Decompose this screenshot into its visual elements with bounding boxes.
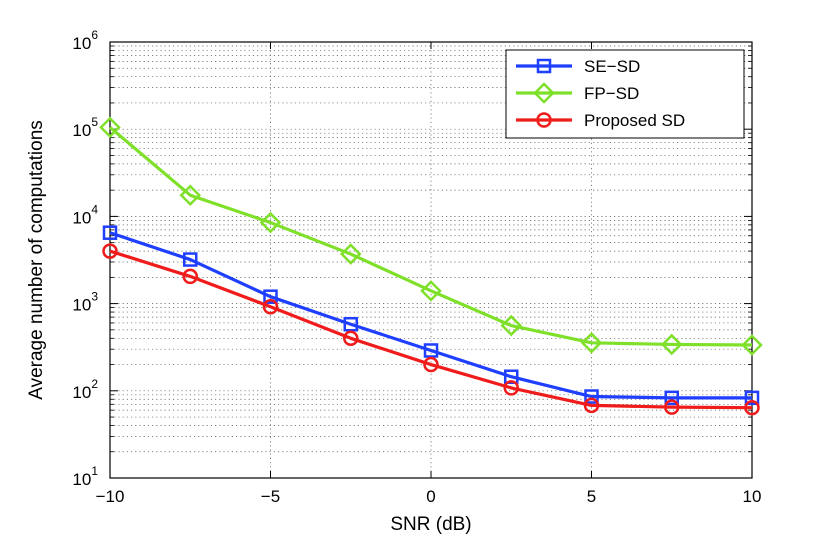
x-tick-label: 0 bbox=[426, 487, 435, 506]
data-point bbox=[179, 184, 202, 206]
data-point bbox=[664, 399, 680, 415]
data-point bbox=[500, 314, 523, 337]
data-point bbox=[262, 299, 279, 315]
y-tick-label: 104 bbox=[72, 202, 98, 227]
data-point bbox=[503, 380, 519, 396]
data-point bbox=[339, 243, 362, 265]
y-axis-label: Average number of computations bbox=[26, 120, 47, 400]
legend-item: SE−SD bbox=[516, 57, 640, 76]
legend-label: SE−SD bbox=[584, 57, 640, 76]
legend-marker bbox=[533, 82, 555, 104]
data-point bbox=[744, 390, 760, 406]
legend-label: FP−SD bbox=[584, 84, 639, 103]
y-tick-label: 102 bbox=[72, 377, 98, 402]
data-point bbox=[183, 252, 198, 267]
data-point bbox=[660, 333, 683, 356]
x-axis-label: SNR (dB) bbox=[390, 514, 471, 535]
legend-marker bbox=[536, 58, 552, 74]
series-line bbox=[109, 231, 752, 400]
x-tick-label: 5 bbox=[587, 487, 596, 506]
data-point bbox=[420, 280, 442, 302]
y-tick-label: 101 bbox=[72, 464, 98, 489]
data-point bbox=[423, 356, 439, 373]
legend-item: FP−SD bbox=[516, 82, 639, 104]
data-point bbox=[741, 334, 763, 356]
data-point bbox=[744, 399, 760, 416]
data-point bbox=[263, 289, 278, 304]
series-diamond bbox=[99, 116, 763, 356]
data-point bbox=[664, 390, 679, 406]
data-point bbox=[580, 332, 603, 354]
series-line bbox=[108, 126, 753, 347]
y-tick-label: 103 bbox=[72, 290, 98, 315]
data-point bbox=[343, 316, 358, 332]
x-tick-label: −5 bbox=[261, 487, 280, 506]
data-point bbox=[259, 211, 282, 234]
y-tick-label: 105 bbox=[72, 115, 98, 140]
y-tick-label: 106 bbox=[72, 28, 98, 53]
x-tick-label: −10 bbox=[96, 487, 125, 506]
series-line bbox=[109, 249, 753, 410]
series-circle bbox=[102, 243, 760, 416]
axis-ticks: −10 −5 0 5 10 101 102 103 104 105 106 bbox=[72, 28, 761, 506]
x-tick-label: 10 bbox=[743, 487, 762, 506]
data-point bbox=[102, 225, 118, 240]
data-point bbox=[99, 116, 121, 139]
legend: SE−SD FP−SD Proposed SD bbox=[505, 49, 745, 139]
data-point bbox=[584, 389, 599, 404]
legend-item: Proposed SD bbox=[516, 111, 685, 130]
data-point bbox=[343, 330, 359, 347]
series-layer bbox=[99, 116, 763, 416]
legend-marker bbox=[536, 112, 552, 128]
data-point bbox=[102, 243, 118, 259]
legend-label: Proposed SD bbox=[584, 111, 685, 130]
data-point bbox=[423, 343, 439, 358]
data-point bbox=[504, 369, 519, 384]
data-point bbox=[182, 268, 198, 285]
series-square bbox=[102, 225, 760, 406]
data-point bbox=[583, 397, 600, 414]
